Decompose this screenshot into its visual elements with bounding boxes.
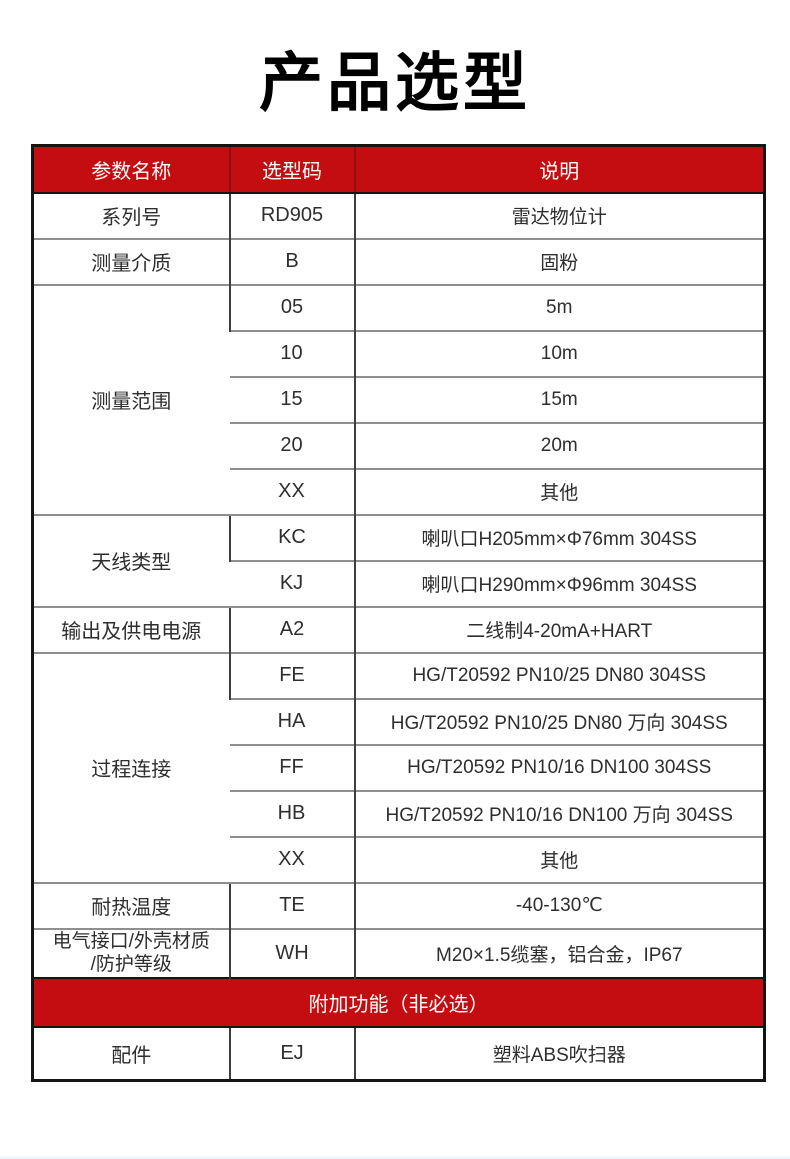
param-antenna-type: 天线类型 xyxy=(32,513,230,607)
bottom-edge-tint xyxy=(0,1155,790,1159)
code-cell: FE xyxy=(228,651,355,699)
table-row: FF HG/T20592 PN10/16 DN100 304SS xyxy=(33,743,765,791)
param-electrical-interface: 电气接口/外壳材质 /防护等级 xyxy=(32,927,230,978)
table-row: 电气接口/外壳材质 /防护等级 WH M20×1.5缆塞，铝合金，IP67 xyxy=(32,927,765,978)
param-series: 系列号 xyxy=(101,207,162,229)
code-cell: HB xyxy=(229,789,355,837)
table-row: 15 15m xyxy=(33,375,765,423)
code-cell: A2 xyxy=(228,605,355,653)
desc-cell: -40-130℃ xyxy=(353,881,765,929)
table-row: 测量介质 B 固粉 xyxy=(32,237,765,285)
desc-cell: 二线制4-20mA+HART xyxy=(353,605,765,653)
table-row: 过程连接 FE HG/T20592 PN10/25 DN80 304SS xyxy=(32,651,765,883)
code-cell: B xyxy=(228,237,355,285)
code-cell: HA xyxy=(229,697,355,745)
table-row: HA HG/T20592 PN10/25 DN80 万向 304SS xyxy=(33,697,765,745)
table-row: XX 其他 xyxy=(33,835,765,883)
table-row: XX 其他 xyxy=(33,467,765,515)
code-cell: KC xyxy=(228,513,355,561)
param-line-2: /防护等级 xyxy=(90,954,172,976)
desc-cell: 其他 xyxy=(353,467,765,515)
code-cell: XX xyxy=(229,467,355,515)
table-row: 天线类型 KC 喇叭口H205mm×Φ76mm 304SS xyxy=(32,513,765,607)
desc-cell: 20m xyxy=(353,421,765,469)
param-measuring-range: 测量范围 xyxy=(32,283,230,515)
code-cell: KJ xyxy=(229,559,355,607)
table-row: 20 20m xyxy=(33,421,765,469)
table-row: 系列号 RD905 雷达物位计 xyxy=(33,192,765,239)
param-process-connection: 过程连接 xyxy=(32,651,230,883)
desc-cell: HG/T20592 PN10/16 DN100 万向 304SS xyxy=(353,789,765,837)
header-param-name: 参数名称 xyxy=(32,145,230,194)
table-header-row: 参数名称 选型码 说明 xyxy=(32,145,765,194)
table-row: HB HG/T20592 PN10/16 DN100 万向 304SS xyxy=(33,789,765,837)
page-title: 产品选型 xyxy=(259,47,531,119)
desc-cell: 10m xyxy=(353,329,765,377)
desc-cell: 喇叭口H205mm×Φ76mm 304SS xyxy=(353,513,765,561)
product-selection-table: 参数名称 选型码 说明 系列号 RD905 雷达物位计 测量介质 B 固粉 测量… xyxy=(31,144,766,1082)
code-cell: 10 xyxy=(229,329,355,377)
table-row: 配件 EJ 塑料ABS吹扫器 xyxy=(33,1027,765,1080)
desc-cell: 喇叭口H290mm×Φ96mm 304SS xyxy=(353,559,765,607)
desc-cell: HG/T20592 PN10/25 DN80 304SS xyxy=(353,651,765,699)
desc-cell: 塑料ABS吹扫器 xyxy=(353,1027,765,1080)
param-medium: 测量介质 xyxy=(32,237,230,285)
desc-cell: 雷达物位计 xyxy=(353,192,765,239)
table-row: 测量范围 05 5m xyxy=(32,283,765,515)
code-cell: 15 xyxy=(229,375,355,423)
header-selection-code: 选型码 xyxy=(228,145,355,194)
param-accessories: 配件 xyxy=(111,1044,152,1067)
table-row: 10 10m xyxy=(33,329,765,377)
desc-cell: 5m xyxy=(353,283,765,331)
additional-functions-banner: 附加功能（非必选） xyxy=(32,977,765,1028)
desc-cell: 固粉 xyxy=(353,237,765,285)
table-row: 耐热温度 TE -40-130℃ xyxy=(32,881,765,929)
desc-cell: 15m xyxy=(353,375,765,423)
desc-cell: HG/T20592 PN10/16 DN100 304SS xyxy=(353,743,765,791)
code-cell: TE xyxy=(228,881,355,929)
code-cell: RD905 xyxy=(228,192,355,239)
code-cell: EJ xyxy=(228,1027,355,1080)
desc-cell: 其他 xyxy=(353,835,765,883)
code-cell: 20 xyxy=(229,421,355,469)
param-heat-resistance: 耐热温度 xyxy=(32,881,230,929)
code-cell: FF xyxy=(229,743,355,791)
code-cell: 05 xyxy=(228,283,355,331)
param-line-1: 电气接口/外壳材质 xyxy=(52,930,210,952)
param-output-power: 输出及供电电源 xyxy=(32,605,230,653)
code-cell: WH xyxy=(228,927,355,978)
table-row: 输出及供电电源 A2 二线制4-20mA+HART xyxy=(32,605,765,653)
banner-label: 附加功能（非必选） xyxy=(32,977,765,1028)
header-description: 说明 xyxy=(353,145,765,194)
desc-cell: HG/T20592 PN10/25 DN80 万向 304SS xyxy=(353,697,765,745)
desc-cell: M20×1.5缆塞，铝合金，IP67 xyxy=(353,927,765,978)
table-row: KJ 喇叭口H290mm×Φ96mm 304SS xyxy=(33,559,765,607)
code-cell: XX xyxy=(229,835,355,883)
